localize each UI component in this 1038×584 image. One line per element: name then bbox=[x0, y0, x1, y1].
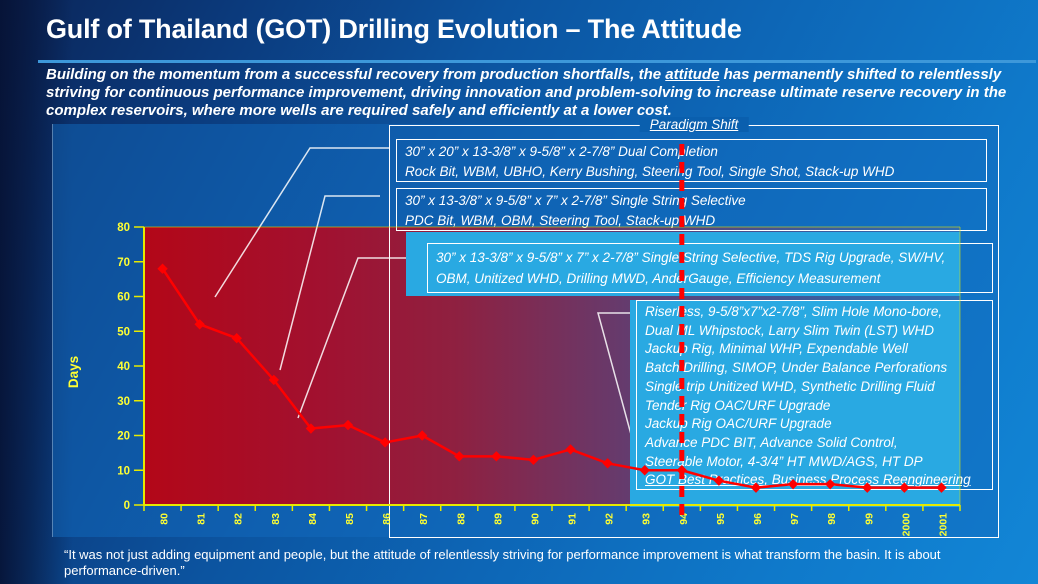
callout-dual-completion: 30” x 20” x 13-3/8” x 9-5/8” x 2-7/8” Du… bbox=[396, 139, 987, 182]
callout-line: Jackup Rig OAC/URF Upgrade bbox=[645, 416, 832, 432]
callout-line: OBM, Unitized WHD, Drilling MWD, AnderGa… bbox=[436, 271, 881, 286]
slide-title: Gulf of Thailand (GOT) Drilling Evolutio… bbox=[46, 14, 742, 44]
paradigm-shift-container: Paradigm Shift bbox=[389, 117, 999, 538]
callout-line: Advance PDC BIT, Advance Solid Control, bbox=[645, 434, 898, 450]
subtitle-text-post: has permanently shifted to relentlessly … bbox=[46, 66, 1007, 119]
callout-underlined-line: GOT Best Practices, Business Process Ree… bbox=[645, 472, 971, 488]
callout-line: Tender Rig OAC/URF Upgrade bbox=[645, 397, 831, 413]
callout-line: Jackup Rig, Minimal WHP, Expendable Well bbox=[645, 341, 908, 357]
callout-line: Rock Bit, WBM, UBHO, Kerry Bushing, Stee… bbox=[405, 163, 895, 179]
title-divider bbox=[38, 60, 1036, 63]
slide-subtitle: Building on the momentum from a successf… bbox=[46, 66, 1012, 119]
callout-line: Batch Drilling, SIMOP, Under Balance Per… bbox=[645, 360, 948, 376]
paradigm-shift-label: Paradigm Shift bbox=[639, 117, 749, 132]
callout-line: Dual ML Whipstock, Larry Slim Twin (LST)… bbox=[645, 322, 935, 338]
callout-lines: Riserless, 9-5/8”x7”x2-7/8”, Slim Hole M… bbox=[645, 303, 984, 471]
callout-line: Riserless, 9-5/8”x7”x2-7/8”, Slim Hole M… bbox=[645, 304, 943, 319]
callout-line: 30” x 13-3/8” x 9-5/8” x 7” x 2-7/8” Sin… bbox=[436, 250, 946, 265]
footer-quote: “It was not just adding equipment and pe… bbox=[64, 547, 941, 578]
subtitle-emphasis: attitude bbox=[665, 66, 720, 83]
subtitle-text-pre: Building on the momentum from a successf… bbox=[46, 66, 666, 83]
callout-riserless-slim-hole: Riserless, 9-5/8”x7”x2-7/8”, Slim Hole M… bbox=[636, 300, 993, 490]
callout-line: PDC Bit, WBM, OBM, Steering Tool, Stack-… bbox=[405, 212, 716, 228]
callout-line: 30” x 20” x 13-3/8” x 9-5/8” x 2-7/8” Du… bbox=[405, 144, 718, 159]
callout-line: Steerable Motor, 4-3/4” HT MWD/AGS, HT D… bbox=[645, 453, 923, 469]
callout-single-string-tds-upgrade: 30” x 13-3/8” x 9-5/8” x 7” x 2-7/8” Sin… bbox=[427, 243, 993, 293]
callout-line: Single trip Unitized WHD, Synthetic Dril… bbox=[645, 378, 935, 394]
callout-line: 30” x 13-3/8” x 9-5/8” x 7” x 2-7/8” Sin… bbox=[405, 193, 746, 208]
callout-single-string-selective: 30” x 13-3/8” x 9-5/8” x 7” x 2-7/8” Sin… bbox=[396, 188, 987, 231]
